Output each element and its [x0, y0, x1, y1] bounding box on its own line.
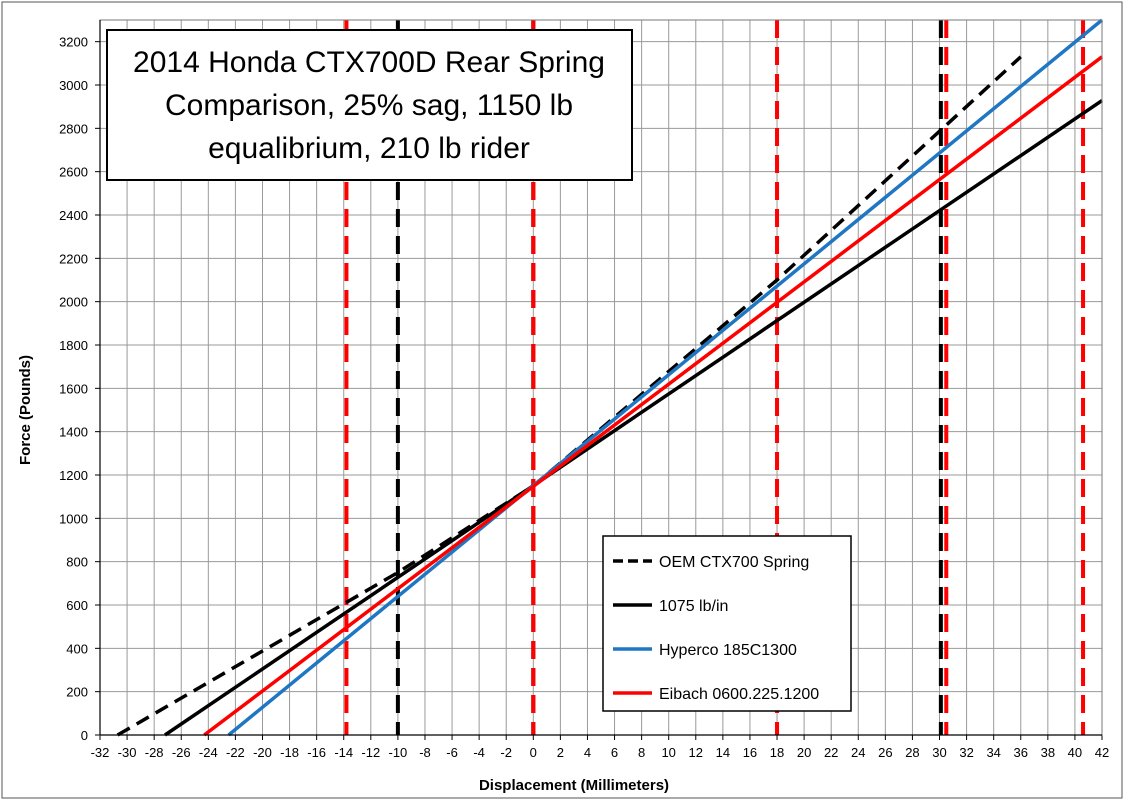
x-tick-label: 4: [584, 745, 591, 760]
x-tick-label: 0: [530, 745, 537, 760]
y-tick-label: 2200: [59, 251, 88, 266]
x-tick-label: 8: [638, 745, 645, 760]
legend-label-0: OEM CTX700 Spring: [659, 554, 809, 571]
legend-label-1: 1075 lb/in: [659, 598, 728, 615]
y-tick-label: 400: [66, 641, 88, 656]
series-line-2: [227, 18, 1104, 737]
x-tick-label: 42: [1095, 745, 1109, 760]
x-tick-label: 10: [661, 745, 675, 760]
x-tick-label: -30: [118, 745, 137, 760]
series-lines: [116, 18, 1104, 737]
title-line-1: 2014 Honda CTX700D Rear Spring: [133, 46, 605, 79]
legend-label-3: Eibach 0600.225.1200: [659, 686, 819, 703]
y-tick-label: 3200: [59, 35, 88, 50]
y-tick-label: 0: [81, 728, 88, 743]
x-tick-label: 32: [959, 745, 973, 760]
x-tick-labels: -32 -30 -28 -26 -24 -22 -20 -18 -16 -14 -12 -10 -8 -6…: [91, 745, 1110, 760]
x-tick-label: 18: [770, 745, 784, 760]
x-tick-label: 12: [689, 745, 703, 760]
x-tick-label: -16: [307, 745, 326, 760]
y-tick-label: 1200: [59, 468, 88, 483]
x-axis-title: Displacement (Millimeters): [479, 777, 669, 794]
x-tick-label: 30: [932, 745, 946, 760]
legend-frame: [602, 535, 852, 712]
x-tick-label: 6: [611, 745, 618, 760]
series-line-1: [164, 99, 1103, 737]
x-tick-label: -4: [473, 745, 485, 760]
x-tick-label: 14: [716, 745, 730, 760]
x-tick-label: 36: [1014, 745, 1028, 760]
x-tick-label: 22: [824, 745, 838, 760]
axes: [95, 19, 1103, 740]
x-tick-label: -8: [419, 745, 431, 760]
x-tick-label: -6: [446, 745, 458, 760]
y-tick-label: 2600: [59, 165, 88, 180]
y-tick-label: 2800: [59, 121, 88, 136]
y-tick-label: 1600: [59, 381, 88, 396]
y-tick-label: 2400: [59, 208, 88, 223]
x-tick-label: -14: [334, 745, 353, 760]
x-tick-label: -26: [172, 745, 191, 760]
x-tick-label: 28: [905, 745, 919, 760]
title-frame: [106, 29, 633, 181]
x-tick-label: -2: [500, 745, 512, 760]
title-line-2: Comparison, 25% sag, 1150 lb: [165, 89, 573, 122]
y-tick-label: 1000: [59, 511, 88, 526]
x-tick-label: -22: [226, 745, 245, 760]
x-tick-label: 24: [851, 745, 865, 760]
y-tick-labels: 0 200 400 600 800 1000 1200 1400 1600 1800 2000 220…: [59, 35, 88, 743]
x-tick-label: -32: [91, 745, 110, 760]
y-tick-label: 800: [66, 555, 88, 570]
x-tick-label: 40: [1068, 745, 1082, 760]
x-tick-label: -12: [361, 745, 380, 760]
x-tick-label: -18: [280, 745, 299, 760]
y-tick-label: 1400: [59, 425, 88, 440]
legend-label-2: Hyperco 185C1300: [659, 642, 797, 659]
x-tick-label: -24: [199, 745, 218, 760]
y-axis-title: Force (Pounds): [17, 355, 34, 465]
y-tick-label: 3000: [59, 78, 88, 93]
legend: OEM CTX700 Spring 1075 lb/in Hyperco 185C1…: [602, 535, 852, 712]
y-tick-label: 600: [66, 598, 88, 613]
x-tick-label: 16: [743, 745, 757, 760]
x-tick-label: 26: [878, 745, 892, 760]
x-tick-label: 38: [1041, 745, 1055, 760]
series-line-3: [203, 55, 1104, 737]
title-line-3: equalibrium, 210 lb rider: [208, 132, 530, 165]
x-tick-label: -10: [388, 745, 407, 760]
x-tick-label: 20: [797, 745, 811, 760]
y-tick-label: 1800: [59, 338, 88, 353]
x-tick-label: 34: [986, 745, 1000, 760]
x-tick-label: -20: [253, 745, 272, 760]
x-tick-label: 2: [557, 745, 564, 760]
title-box: 2014 Honda CTX700D Rear Spring Compariso…: [106, 29, 633, 181]
y-tick-label: 200: [66, 685, 88, 700]
y-tick-label: 2000: [59, 295, 88, 310]
x-tick-label: -28: [145, 745, 164, 760]
